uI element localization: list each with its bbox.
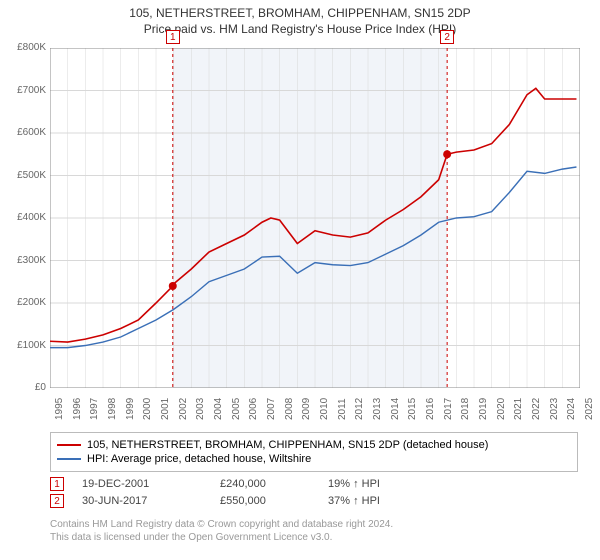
marker-date-1: 19-DEC-2001 <box>82 478 202 490</box>
x-tick-label: 2000 <box>142 398 153 420</box>
y-tick-label: £700K <box>2 85 46 96</box>
x-tick-label: 2003 <box>195 398 206 420</box>
legend-label-property: 105, NETHERSTREET, BROMHAM, CHIPPENHAM, … <box>87 439 488 451</box>
marker-row-2: 2 30-JUN-2017 £550,000 37% ↑ HPI <box>50 494 578 508</box>
chart-area: 12 <box>50 48 580 388</box>
marker-badge-1: 1 <box>50 477 64 491</box>
y-tick-label: £500K <box>2 170 46 181</box>
x-tick-label: 2009 <box>301 398 312 420</box>
y-tick-label: £400K <box>2 212 46 223</box>
x-axis-labels: 1995 1996 1997 1998 1999 2000 2001 2002 2003 2004… <box>50 390 580 424</box>
x-tick-label: 2007 <box>266 398 277 420</box>
x-tick-label: 2022 <box>531 398 542 420</box>
y-tick-label: £100K <box>2 340 46 351</box>
x-tick-label: 2018 <box>460 398 471 420</box>
marker-delta-2: 37% ↑ HPI <box>328 495 418 507</box>
x-tick-label: 2011 <box>337 398 348 420</box>
x-tick-label: 2002 <box>178 398 189 420</box>
x-tick-label: 2024 <box>566 398 577 420</box>
x-tick-label: 2021 <box>513 398 524 420</box>
x-tick-label: 2019 <box>478 398 489 420</box>
footer-line2: This data is licensed under the Open Gov… <box>50 531 578 544</box>
x-tick-label: 2013 <box>372 398 383 420</box>
legend-row-hpi: HPI: Average price, detached house, Wilt… <box>57 453 571 465</box>
y-tick-label: £0 <box>2 382 46 393</box>
x-tick-label: 2023 <box>549 398 560 420</box>
marker-delta-1: 19% ↑ HPI <box>328 478 418 490</box>
x-tick-label: 2010 <box>319 398 330 420</box>
chart-title-block: 105, NETHERSTREET, BROMHAM, CHIPPENHAM, … <box>0 0 600 36</box>
legend: 105, NETHERSTREET, BROMHAM, CHIPPENHAM, … <box>50 432 578 472</box>
x-tick-label: 2012 <box>354 398 365 420</box>
chart-subtitle: Price paid vs. HM Land Registry's House … <box>0 22 600 36</box>
y-tick-label: £200K <box>2 297 46 308</box>
x-tick-label: 2004 <box>213 398 224 420</box>
x-tick-label: 2001 <box>160 398 171 420</box>
marker-price-2: £550,000 <box>220 495 310 507</box>
x-tick-label: 2025 <box>584 398 595 420</box>
y-tick-label: £800K <box>2 42 46 53</box>
chart-svg <box>50 48 580 388</box>
x-tick-label: 2006 <box>248 398 259 420</box>
chart-title: 105, NETHERSTREET, BROMHAM, CHIPPENHAM, … <box>0 6 600 20</box>
legend-label-hpi: HPI: Average price, detached house, Wilt… <box>87 453 311 465</box>
x-tick-label: 2014 <box>390 398 401 420</box>
x-tick-label: 1995 <box>54 398 65 420</box>
legend-row-property: 105, NETHERSTREET, BROMHAM, CHIPPENHAM, … <box>57 439 571 451</box>
marker-row-1: 1 19-DEC-2001 £240,000 19% ↑ HPI <box>50 477 578 491</box>
x-tick-label: 1999 <box>125 398 136 420</box>
y-tick-label: £300K <box>2 255 46 266</box>
marker-price-1: £240,000 <box>220 478 310 490</box>
x-tick-label: 2008 <box>284 398 295 420</box>
x-tick-label: 2015 <box>407 398 418 420</box>
x-tick-label: 2020 <box>496 398 507 420</box>
x-tick-label: 1996 <box>72 398 83 420</box>
footer: Contains HM Land Registry data © Crown c… <box>50 518 578 544</box>
footer-line1: Contains HM Land Registry data © Crown c… <box>50 518 578 531</box>
x-tick-label: 2005 <box>231 398 242 420</box>
marker-table: 1 19-DEC-2001 £240,000 19% ↑ HPI 2 30-JU… <box>50 474 578 511</box>
chart-marker-badge: 2 <box>440 30 454 44</box>
legend-swatch-hpi <box>57 458 81 460</box>
x-tick-label: 2016 <box>425 398 436 420</box>
marker-date-2: 30-JUN-2017 <box>82 495 202 507</box>
marker-badge-2: 2 <box>50 494 64 508</box>
x-tick-label: 1998 <box>107 398 118 420</box>
legend-swatch-property <box>57 444 81 446</box>
y-tick-label: £600K <box>2 127 46 138</box>
chart-marker-badge: 1 <box>166 30 180 44</box>
x-tick-label: 1997 <box>89 398 100 420</box>
x-tick-label: 2017 <box>443 398 454 420</box>
